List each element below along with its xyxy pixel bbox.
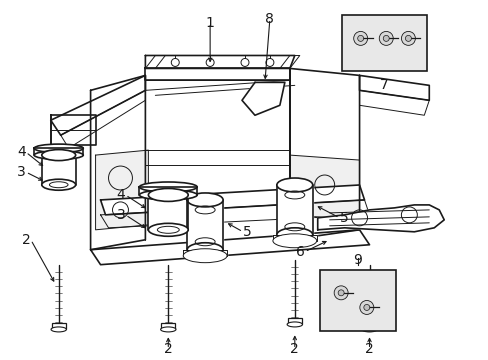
Ellipse shape — [51, 327, 66, 332]
Polygon shape — [183, 250, 226, 256]
Circle shape — [383, 35, 388, 41]
Ellipse shape — [276, 228, 312, 242]
Ellipse shape — [272, 234, 316, 248]
Ellipse shape — [361, 327, 376, 332]
Ellipse shape — [34, 151, 83, 159]
Ellipse shape — [148, 189, 188, 201]
Bar — [341, 15, 427, 71]
Polygon shape — [51, 75, 145, 135]
Polygon shape — [145, 68, 289, 80]
Ellipse shape — [34, 144, 83, 153]
Bar — [319, 270, 395, 330]
Polygon shape — [101, 185, 364, 215]
Ellipse shape — [276, 178, 312, 192]
Polygon shape — [90, 75, 145, 250]
Ellipse shape — [187, 193, 223, 207]
Ellipse shape — [41, 179, 76, 190]
Ellipse shape — [139, 190, 197, 200]
Polygon shape — [279, 55, 299, 68]
Polygon shape — [148, 195, 188, 230]
Circle shape — [353, 31, 367, 45]
Circle shape — [357, 35, 363, 41]
Polygon shape — [95, 150, 148, 230]
Text: 2: 2 — [22, 233, 31, 247]
Polygon shape — [359, 75, 428, 100]
Polygon shape — [289, 68, 359, 240]
Text: 2: 2 — [163, 342, 172, 356]
Circle shape — [405, 35, 410, 41]
Polygon shape — [145, 55, 165, 68]
Polygon shape — [139, 187, 197, 195]
Bar — [161, 323, 175, 329]
Text: 3: 3 — [117, 208, 125, 222]
Polygon shape — [41, 155, 76, 185]
Polygon shape — [145, 55, 294, 68]
Polygon shape — [187, 200, 223, 250]
Polygon shape — [34, 148, 83, 155]
Text: 6: 6 — [295, 245, 304, 259]
Bar — [52, 323, 65, 329]
Ellipse shape — [41, 150, 76, 161]
Polygon shape — [289, 155, 359, 220]
Text: 5: 5 — [339, 211, 347, 225]
Circle shape — [359, 301, 373, 314]
Circle shape — [379, 31, 392, 45]
Ellipse shape — [286, 322, 302, 327]
Text: 7: 7 — [379, 77, 388, 91]
Polygon shape — [242, 82, 285, 115]
Ellipse shape — [160, 327, 176, 332]
Circle shape — [401, 31, 414, 45]
Ellipse shape — [183, 249, 226, 263]
Circle shape — [338, 290, 344, 296]
Bar — [362, 323, 376, 329]
Text: 4: 4 — [17, 145, 26, 159]
Polygon shape — [272, 235, 316, 241]
Text: 3: 3 — [17, 165, 26, 179]
Polygon shape — [276, 185, 312, 235]
Bar — [287, 319, 301, 324]
Text: 8: 8 — [265, 12, 274, 26]
Text: 5: 5 — [243, 225, 251, 239]
Circle shape — [363, 305, 369, 310]
Text: 9: 9 — [353, 253, 362, 267]
Text: 2: 2 — [365, 342, 373, 356]
Polygon shape — [90, 230, 369, 265]
Text: 2: 2 — [290, 342, 299, 356]
Text: 4: 4 — [117, 188, 125, 202]
Ellipse shape — [187, 243, 223, 257]
Polygon shape — [317, 205, 443, 232]
Ellipse shape — [139, 182, 197, 192]
Text: 1: 1 — [205, 15, 214, 30]
Polygon shape — [51, 115, 95, 145]
Circle shape — [333, 286, 347, 300]
Ellipse shape — [148, 223, 188, 236]
